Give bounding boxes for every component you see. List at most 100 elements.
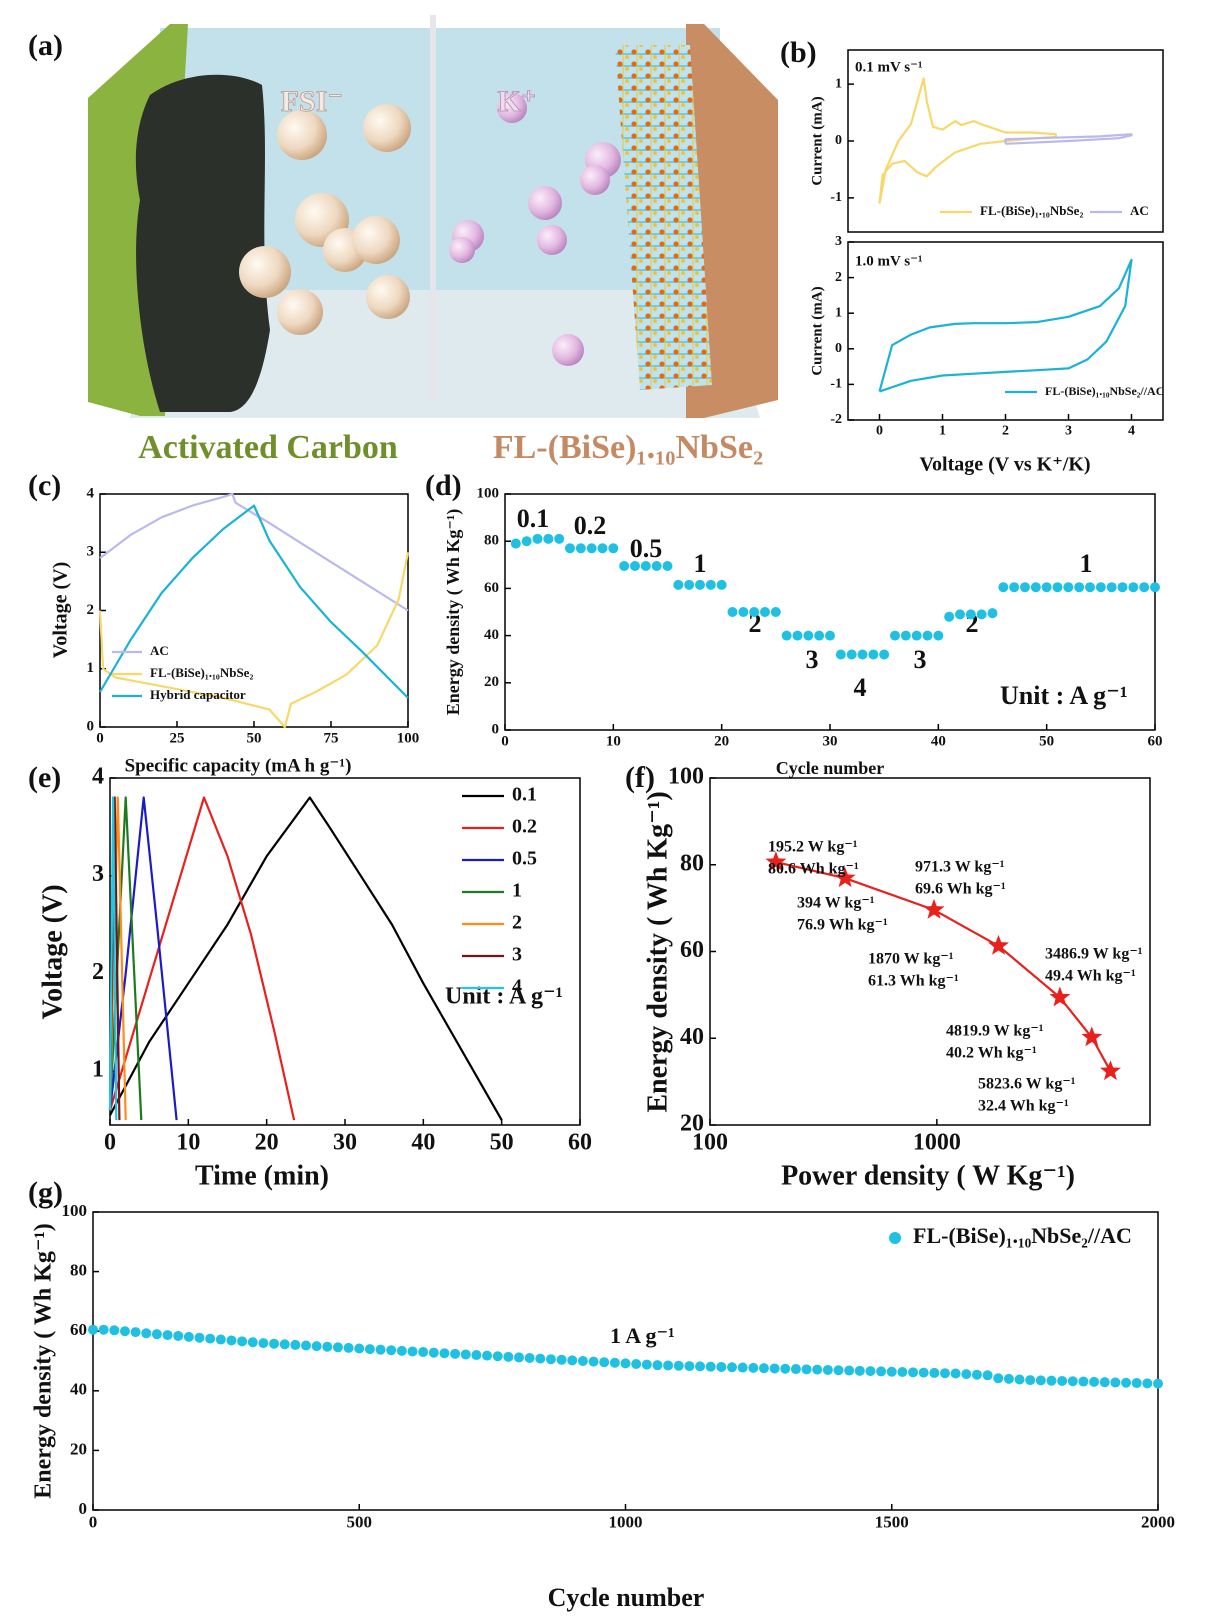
y-tick-label: 0 — [835, 341, 842, 356]
x-tick-label: 10 — [176, 1130, 200, 1156]
data-point — [1057, 1376, 1067, 1386]
x-axis-label: Cycle number — [776, 758, 884, 778]
x-tick-label: 1000 — [913, 1130, 961, 1156]
electrode-label: Activated Carbon — [138, 429, 398, 466]
y-tick-label: -1 — [830, 190, 842, 205]
data-point — [695, 1361, 705, 1371]
plot-frame — [100, 494, 408, 727]
x-tick-label: 3 — [1065, 423, 1072, 438]
data-point — [598, 543, 608, 553]
data-point — [1118, 582, 1128, 592]
data-point — [621, 1358, 631, 1368]
point-label: 49.4 Wh kg⁻¹ — [1045, 968, 1136, 985]
panel-label: (b) — [780, 36, 817, 69]
data-point — [397, 1346, 407, 1356]
data-point — [514, 1352, 524, 1362]
data-point — [1078, 1377, 1088, 1387]
data-point — [738, 1363, 748, 1373]
series-line — [100, 506, 408, 698]
data-point — [865, 1366, 875, 1376]
x-tick-label: 1000 — [609, 1513, 643, 1532]
data-point — [897, 1367, 907, 1377]
y-tick-label: 1 — [835, 76, 842, 91]
legend-label: FL-(BiSe)₁.₁₀NbSe₂//AC — [1045, 384, 1164, 398]
data-point — [1042, 582, 1052, 592]
x-tick-label: 20 — [255, 1130, 279, 1156]
data-point — [109, 1325, 119, 1335]
data-point — [533, 534, 543, 544]
x-tick-label: 30 — [333, 1130, 357, 1156]
data-point — [471, 1350, 481, 1360]
point-label: 3486.9 W kg⁻¹ — [1045, 946, 1143, 963]
data-point — [770, 1363, 780, 1373]
y-tick-label: 100 — [668, 764, 704, 790]
data-point — [760, 607, 770, 617]
data-point — [944, 612, 954, 622]
legend-label: AC — [150, 643, 169, 658]
point-label: 971.3 W kg⁻¹ — [915, 859, 1005, 876]
plot-frame — [110, 778, 580, 1125]
data-point — [834, 1365, 844, 1375]
panel-label: (f) — [625, 761, 655, 794]
data-point — [1020, 582, 1030, 592]
figure: (a) FSI⁻ K⁺ Activated Carbon FL-(BiSe)₁.… — [0, 0, 1220, 1620]
y-axis-label: Voltage (V) — [50, 562, 72, 658]
x-tick-label: 1500 — [875, 1513, 909, 1532]
y-tick-label: 100 — [477, 485, 500, 501]
data-point — [450, 1349, 460, 1359]
y-tick-label: 2 — [92, 959, 104, 985]
legend-label: FL-(BiSe)₁.₁₀NbSe₂ — [980, 203, 1083, 218]
data-point — [663, 561, 673, 571]
data-point — [887, 1367, 897, 1377]
data-point — [290, 1340, 300, 1350]
data-point — [195, 1333, 205, 1343]
data-point — [706, 1362, 716, 1372]
point-label: 4819.9 W kg⁻¹ — [946, 1023, 1044, 1040]
x-axis-label: Specific capacity (mA h g⁻¹) — [125, 755, 352, 776]
data-point — [429, 1348, 439, 1358]
data-point — [120, 1326, 130, 1336]
data-point — [301, 1341, 311, 1351]
data-point — [554, 534, 564, 544]
data-point — [998, 582, 1008, 592]
data-point — [226, 1335, 236, 1345]
data-point — [738, 607, 748, 617]
x-tick-label: 25 — [170, 730, 185, 746]
series-line — [110, 798, 294, 1121]
data-point — [386, 1345, 396, 1355]
series-line — [100, 494, 408, 611]
data-point — [858, 649, 868, 659]
y-tick-label: 0 — [79, 1499, 88, 1518]
panel-label: (d) — [425, 469, 462, 502]
data-point — [695, 580, 705, 590]
data-point — [184, 1332, 194, 1342]
data-point — [1053, 582, 1063, 592]
x-tick-label: 40 — [411, 1130, 435, 1156]
cation-label: K⁺ — [497, 85, 536, 118]
point-label: 76.9 Wh kg⁻¹ — [797, 917, 888, 934]
data-point — [280, 1339, 290, 1349]
rate-label: 3 — [806, 645, 819, 674]
activated-carbon — [136, 75, 270, 412]
legend-label: 2 — [512, 912, 522, 934]
point-label: 61.3 Wh kg⁻¹ — [868, 973, 959, 990]
data-point — [1100, 1377, 1110, 1387]
data-point — [977, 609, 987, 619]
data-point — [836, 649, 846, 659]
data-point — [706, 580, 716, 590]
data-point — [879, 649, 889, 659]
data-point — [1096, 582, 1106, 592]
data-point — [576, 543, 586, 553]
series-line — [880, 78, 1056, 203]
data-point — [1139, 582, 1149, 592]
y-axis-label: Voltage (V) — [37, 884, 68, 1019]
data-point — [844, 1366, 854, 1376]
data-point — [131, 1327, 141, 1337]
data-point — [376, 1345, 386, 1355]
y-tick-label: 4 — [92, 764, 104, 790]
data-point — [1004, 1374, 1014, 1384]
data-point — [652, 1360, 662, 1370]
data-point — [461, 1349, 471, 1359]
y-tick-label: 60 — [484, 580, 499, 596]
data-point — [248, 1337, 258, 1347]
